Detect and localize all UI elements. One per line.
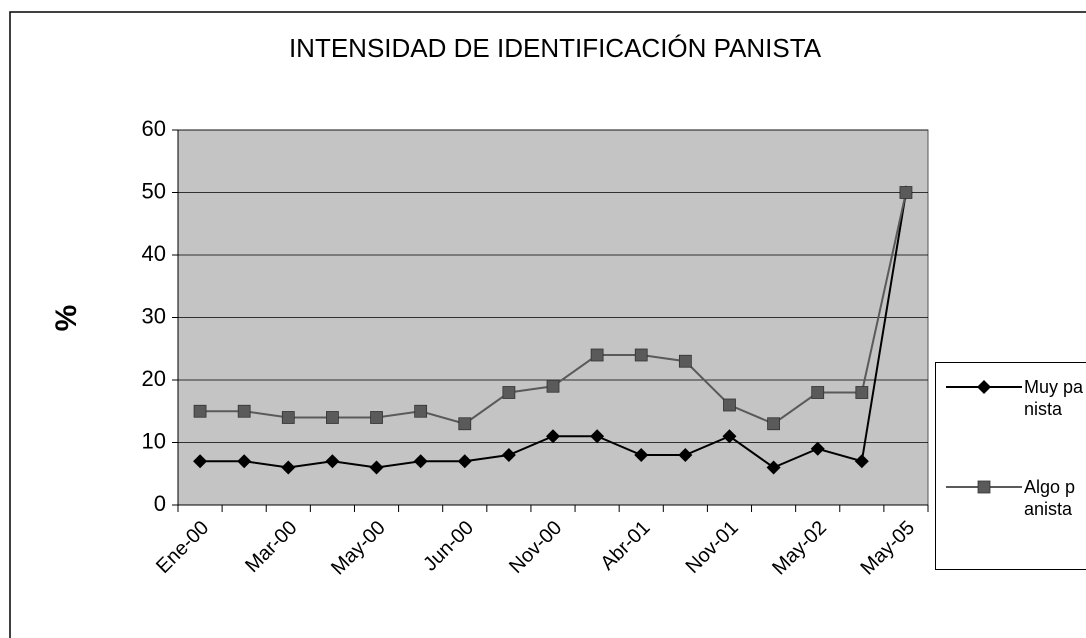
data-point bbox=[457, 454, 472, 469]
data-point bbox=[501, 448, 516, 462]
chart-title: INTENSIDAD DE IDENTIFICACIÓN PANISTA bbox=[289, 33, 822, 63]
data-point bbox=[281, 460, 296, 475]
y-tick-label: 20 bbox=[142, 366, 166, 391]
legend: Muy panista Algo panista bbox=[935, 362, 1086, 570]
y-tick-label: 40 bbox=[142, 241, 166, 266]
data-point bbox=[458, 417, 472, 431]
y-tick-label: 10 bbox=[142, 428, 166, 453]
data-point bbox=[237, 404, 251, 418]
legend-key bbox=[946, 480, 1022, 494]
legend-marker bbox=[977, 480, 991, 494]
data-point bbox=[546, 379, 560, 393]
data-point bbox=[767, 417, 780, 431]
legend-key bbox=[946, 380, 1022, 394]
data-point bbox=[678, 448, 693, 462]
data-point bbox=[369, 460, 384, 475]
legend-label: Algo panista bbox=[1024, 477, 1076, 519]
data-point bbox=[370, 411, 383, 424]
data-point bbox=[502, 386, 516, 399]
data-point bbox=[326, 411, 339, 424]
data-point bbox=[325, 454, 340, 469]
data-point bbox=[546, 429, 560, 444]
y-tick-label: 50 bbox=[142, 178, 166, 203]
data-point bbox=[634, 348, 648, 362]
legend-label: Muy panista bbox=[1024, 377, 1084, 419]
y-tick-label: 60 bbox=[142, 116, 166, 141]
data-point bbox=[811, 386, 825, 399]
data-point bbox=[899, 186, 913, 199]
data-point bbox=[193, 404, 207, 418]
data-point bbox=[854, 454, 869, 469]
data-point bbox=[237, 454, 252, 469]
y-tick-label: 30 bbox=[142, 303, 166, 328]
y-tick-label: 0 bbox=[154, 491, 166, 516]
legend-marker bbox=[977, 380, 991, 394]
data-point bbox=[810, 441, 825, 456]
data-point bbox=[414, 404, 428, 418]
data-point bbox=[855, 386, 869, 399]
data-point bbox=[722, 429, 737, 444]
data-point bbox=[590, 348, 604, 362]
data-point bbox=[766, 460, 781, 475]
data-point bbox=[723, 398, 736, 412]
data-point bbox=[590, 429, 605, 444]
data-point bbox=[281, 411, 295, 424]
y-axis-label: % bbox=[50, 305, 83, 332]
data-point bbox=[678, 354, 692, 368]
data-point bbox=[193, 454, 208, 469]
data-point bbox=[413, 454, 428, 469]
data-point bbox=[634, 448, 649, 462]
